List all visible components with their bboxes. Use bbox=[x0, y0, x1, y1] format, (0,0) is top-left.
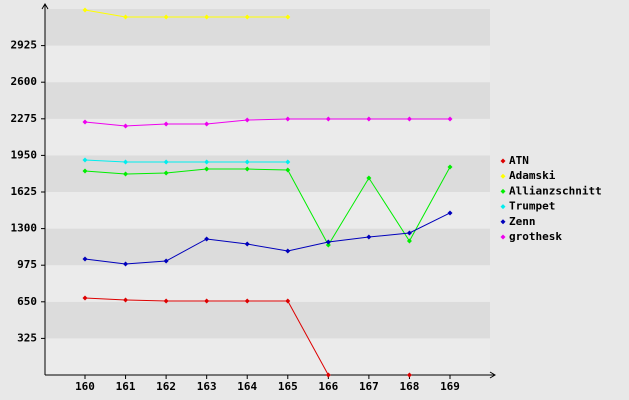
data-point bbox=[82, 157, 88, 163]
data-point bbox=[285, 298, 291, 304]
plot-band bbox=[45, 192, 490, 229]
y-tick-label: 1625 bbox=[11, 185, 38, 198]
legend-marker bbox=[500, 188, 506, 194]
series-line bbox=[84, 166, 451, 247]
data-point bbox=[204, 166, 210, 172]
legend-label: Zenn bbox=[509, 215, 536, 228]
x-tick-label: 164 bbox=[237, 380, 257, 393]
y-tick-label: 975 bbox=[17, 258, 37, 271]
data-point bbox=[366, 116, 372, 122]
data-point bbox=[285, 116, 291, 122]
legend-label: Allianzschnitt bbox=[509, 184, 602, 197]
legend-label: Trumpet bbox=[509, 200, 555, 213]
data-point bbox=[163, 159, 169, 165]
y-tick-label: 325 bbox=[17, 331, 37, 344]
data-point bbox=[82, 168, 88, 174]
x-axis-arrow bbox=[489, 371, 496, 379]
x-tick-label: 162 bbox=[156, 380, 176, 393]
series-line bbox=[84, 118, 450, 127]
x-tick-label: 169 bbox=[440, 380, 460, 393]
data-point bbox=[204, 14, 210, 20]
data-point bbox=[406, 238, 412, 244]
data-point bbox=[204, 121, 210, 127]
plot-band bbox=[45, 9, 490, 46]
data-point bbox=[82, 295, 88, 301]
data-point bbox=[244, 166, 250, 172]
x-tick-label: 166 bbox=[318, 380, 338, 393]
data-point bbox=[204, 236, 210, 242]
data-point bbox=[123, 159, 129, 165]
data-point bbox=[447, 210, 453, 216]
data-point bbox=[163, 258, 169, 264]
plot-band bbox=[45, 265, 490, 302]
legend-label: Adamski bbox=[509, 169, 556, 182]
x-tick-label: 168 bbox=[400, 380, 420, 393]
data-point bbox=[285, 14, 291, 20]
series-line bbox=[84, 212, 451, 265]
data-point bbox=[325, 242, 331, 248]
data-point bbox=[366, 234, 372, 240]
data-point bbox=[244, 298, 250, 304]
legend-label: grothesk bbox=[509, 230, 562, 243]
data-point bbox=[325, 239, 331, 245]
data-point bbox=[244, 14, 250, 20]
legend-marker bbox=[500, 204, 506, 210]
data-point bbox=[366, 175, 372, 181]
y-tick-label: 1950 bbox=[11, 148, 38, 161]
plot-band bbox=[45, 301, 490, 339]
data-point bbox=[204, 298, 210, 304]
data-point bbox=[406, 372, 412, 378]
legend-marker bbox=[500, 158, 506, 164]
data-point bbox=[285, 248, 291, 254]
x-tick-label: 165 bbox=[278, 380, 298, 393]
x-tick-label: 167 bbox=[359, 380, 379, 393]
data-point bbox=[204, 159, 210, 165]
y-tick-label: 2925 bbox=[11, 39, 38, 52]
data-point bbox=[82, 256, 88, 262]
data-point bbox=[123, 14, 129, 20]
y-tick-label: 1300 bbox=[11, 222, 38, 235]
data-point bbox=[82, 7, 88, 13]
data-point bbox=[447, 116, 453, 122]
plot-band bbox=[45, 82, 490, 119]
data-point bbox=[244, 117, 250, 123]
y-tick-label: 650 bbox=[17, 295, 37, 308]
data-point bbox=[163, 298, 169, 304]
data-point bbox=[285, 159, 291, 165]
data-point bbox=[285, 167, 291, 173]
data-point bbox=[244, 241, 250, 247]
data-point bbox=[123, 123, 129, 129]
series-line bbox=[84, 159, 288, 163]
data-point bbox=[325, 116, 331, 122]
x-tick-label: 161 bbox=[116, 380, 136, 393]
plot-band bbox=[45, 228, 490, 266]
data-point bbox=[163, 121, 169, 127]
data-point bbox=[123, 297, 129, 303]
y-axis-arrow bbox=[41, 3, 49, 10]
x-tick-label: 160 bbox=[75, 380, 95, 393]
legend-marker bbox=[500, 173, 506, 179]
series-line bbox=[84, 9, 288, 18]
y-tick-label: 2600 bbox=[11, 75, 38, 88]
data-point bbox=[163, 14, 169, 20]
data-point bbox=[406, 230, 412, 236]
plot-band bbox=[45, 338, 490, 375]
plot-band bbox=[45, 45, 490, 83]
data-point bbox=[244, 159, 250, 165]
data-point bbox=[123, 261, 129, 267]
data-point bbox=[447, 164, 453, 170]
legend-label: ATN bbox=[509, 154, 529, 167]
y-tick-label: 2275 bbox=[11, 112, 38, 125]
data-point bbox=[163, 170, 169, 176]
legend-marker bbox=[500, 219, 506, 225]
legend-marker bbox=[500, 234, 506, 240]
data-point bbox=[406, 116, 412, 122]
data-point bbox=[123, 171, 129, 177]
data-point bbox=[82, 119, 88, 125]
x-tick-label: 163 bbox=[197, 380, 217, 393]
data-point bbox=[325, 372, 331, 378]
